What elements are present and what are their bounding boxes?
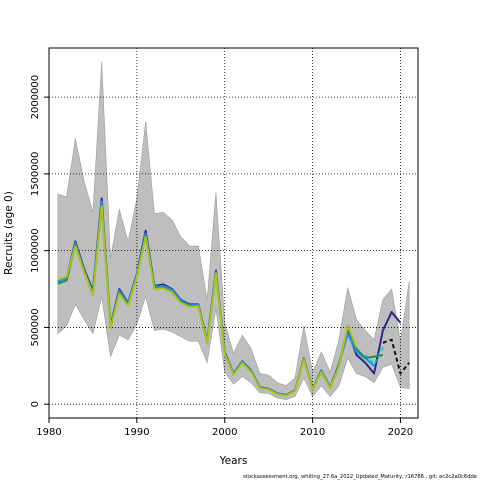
x-tick-label: 2000: [212, 427, 237, 438]
series-line-6: [382, 338, 410, 375]
x-tick-label: 2010: [300, 427, 325, 438]
y-tick-label: 1500000: [30, 152, 41, 197]
x-tick-label: 1980: [36, 427, 61, 438]
source-footer: stockassessment.org, whiting_27.6a_2022_…: [243, 474, 477, 480]
x-tick-label: 2020: [388, 427, 413, 438]
y-tick-label: 2000000: [30, 75, 41, 120]
y-tick-label: 0: [30, 401, 41, 407]
x-axis: 1980 1990 2000 2010 2020: [36, 418, 413, 438]
y-axis: 0 500000 1000000 1500000 2000000: [30, 75, 49, 407]
series-line-5: [57, 205, 358, 397]
series-layer: [57, 197, 410, 397]
confidence-band-layer: [57, 61, 410, 400]
y-tick-label: 1000000: [30, 228, 41, 273]
x-tick-label: 1990: [124, 427, 149, 438]
x-axis-title: Years: [219, 455, 248, 467]
confidence-band: [57, 61, 410, 400]
y-tick-label: 500000: [30, 308, 41, 346]
y-axis-title: Recruits (age 0): [3, 191, 15, 275]
plot-frame: [48, 47, 419, 419]
